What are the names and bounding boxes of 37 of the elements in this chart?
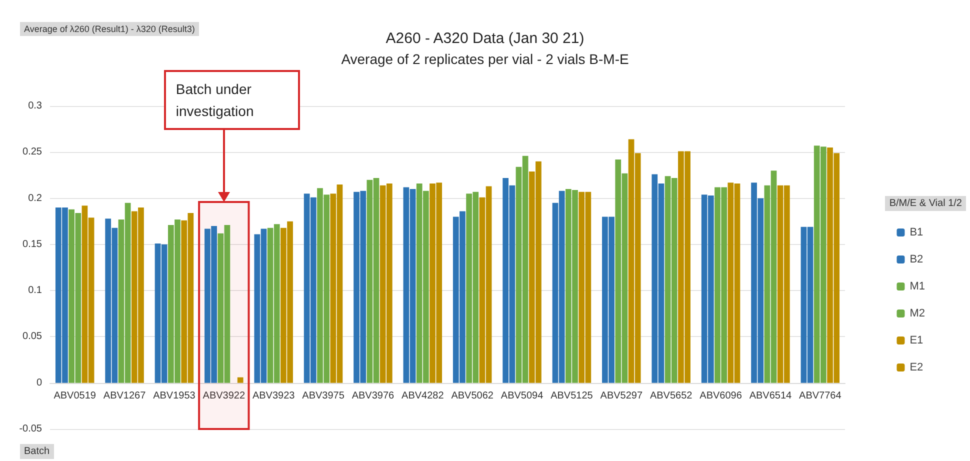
y-tick-label: -0.05 bbox=[19, 424, 42, 434]
y-tick-label: 0.2 bbox=[28, 192, 42, 204]
x-tick-label: ABV0519 bbox=[54, 390, 96, 402]
y-tick-label: 0.15 bbox=[22, 238, 42, 250]
legend-label: E2 bbox=[910, 362, 924, 374]
x-tick-label: ABV4282 bbox=[402, 390, 444, 402]
x-tick-label: ABV5652 bbox=[650, 390, 693, 402]
x-tick-label: ABV6096 bbox=[700, 390, 742, 402]
x-tick-label: ABV6514 bbox=[749, 390, 792, 402]
y-tick-label: 0 bbox=[36, 377, 42, 388]
bar bbox=[237, 377, 244, 383]
x-tick-label: ABV3923 bbox=[252, 390, 296, 402]
x-tick-label: ABV3975 bbox=[302, 390, 345, 402]
legend-label: M1 bbox=[910, 280, 925, 292]
legend-label: B2 bbox=[910, 254, 924, 266]
legend-label: E1 bbox=[910, 334, 924, 346]
x-tick-label: ABV5094 bbox=[500, 390, 544, 402]
x-tick-label: ABV1267 bbox=[103, 390, 146, 402]
legend-title: B/M/E & Vial 1/2 bbox=[885, 196, 966, 211]
x-tick-label: ABV3976 bbox=[352, 390, 395, 402]
chart-title: A260 - A320 Data (Jan 30 21) bbox=[386, 30, 584, 47]
x-tick-label: ABV3922 bbox=[202, 390, 246, 402]
text: Average of λ260 (Result1) - λ320 (Result3) bbox=[20, 22, 199, 36]
y-tick-label: 0.05 bbox=[22, 331, 42, 342]
y-tick-label: 0.1 bbox=[28, 285, 42, 296]
x-tick-label: ABV5297 bbox=[600, 390, 643, 402]
y-tick-label: 0.25 bbox=[22, 146, 42, 158]
chart-subtitle: Average of 2 replicates per vial - 2 vials B-M-E bbox=[341, 51, 629, 67]
x-tick-label: ABV5125 bbox=[550, 390, 594, 402]
legend-label: B1 bbox=[910, 226, 924, 238]
x-tick-label: ABV1953 bbox=[153, 390, 196, 402]
text: Batch bbox=[20, 444, 54, 459]
x-tick-label: ABV5062 bbox=[451, 390, 494, 402]
legend-label: M2 bbox=[910, 308, 925, 320]
y-tick-label: 0.3 bbox=[28, 100, 42, 112]
x-tick-label: ABV7764 bbox=[799, 390, 842, 402]
callout-box: Batch under investigation bbox=[164, 70, 300, 130]
